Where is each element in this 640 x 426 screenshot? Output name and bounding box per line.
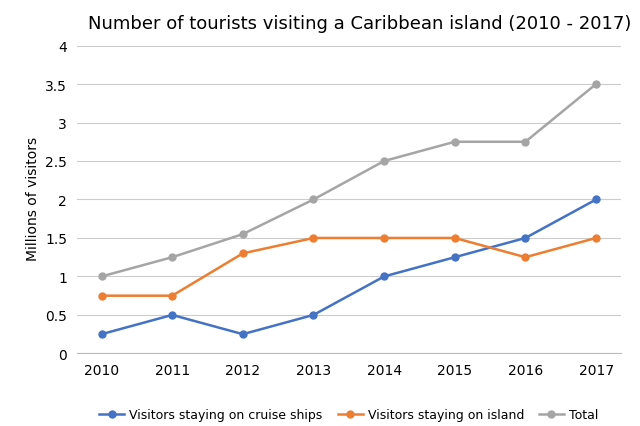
Visitors staying on cruise ships: [451, 255, 459, 260]
Line: Visitors staying on cruise ships: Visitors staying on cruise ships: [98, 196, 600, 338]
Visitors staying on island: [451, 236, 459, 241]
Visitors staying on island: [239, 251, 246, 256]
Visitors staying on island: [380, 236, 388, 241]
Visitors staying on island: [310, 236, 317, 241]
Line: Total: Total: [98, 81, 600, 280]
Total: [451, 140, 459, 145]
Visitors staying on island: [522, 255, 529, 260]
Total: [592, 82, 600, 87]
Visitors staying on island: [98, 294, 106, 299]
Visitors staying on cruise ships: [239, 332, 246, 337]
Total: [239, 232, 246, 237]
Total: [380, 159, 388, 164]
Total: [522, 140, 529, 145]
Text: Number of tourists visiting a Caribbean island (2010 - 2017): Number of tourists visiting a Caribbean …: [88, 15, 631, 33]
Visitors staying on cruise ships: [98, 332, 106, 337]
Visitors staying on cruise ships: [522, 236, 529, 241]
Total: [98, 274, 106, 279]
Line: Visitors staying on island: Visitors staying on island: [98, 235, 600, 299]
Y-axis label: Millions of visitors: Millions of visitors: [26, 136, 40, 260]
Visitors staying on cruise ships: [168, 313, 176, 318]
Visitors staying on island: [592, 236, 600, 241]
Total: [310, 198, 317, 203]
Visitors staying on cruise ships: [310, 313, 317, 318]
Visitors staying on island: [168, 294, 176, 299]
Total: [168, 255, 176, 260]
Visitors staying on cruise ships: [380, 274, 388, 279]
Visitors staying on cruise ships: [592, 198, 600, 203]
Legend: Visitors staying on cruise ships, Visitors staying on island, Total: Visitors staying on cruise ships, Visito…: [94, 403, 604, 426]
